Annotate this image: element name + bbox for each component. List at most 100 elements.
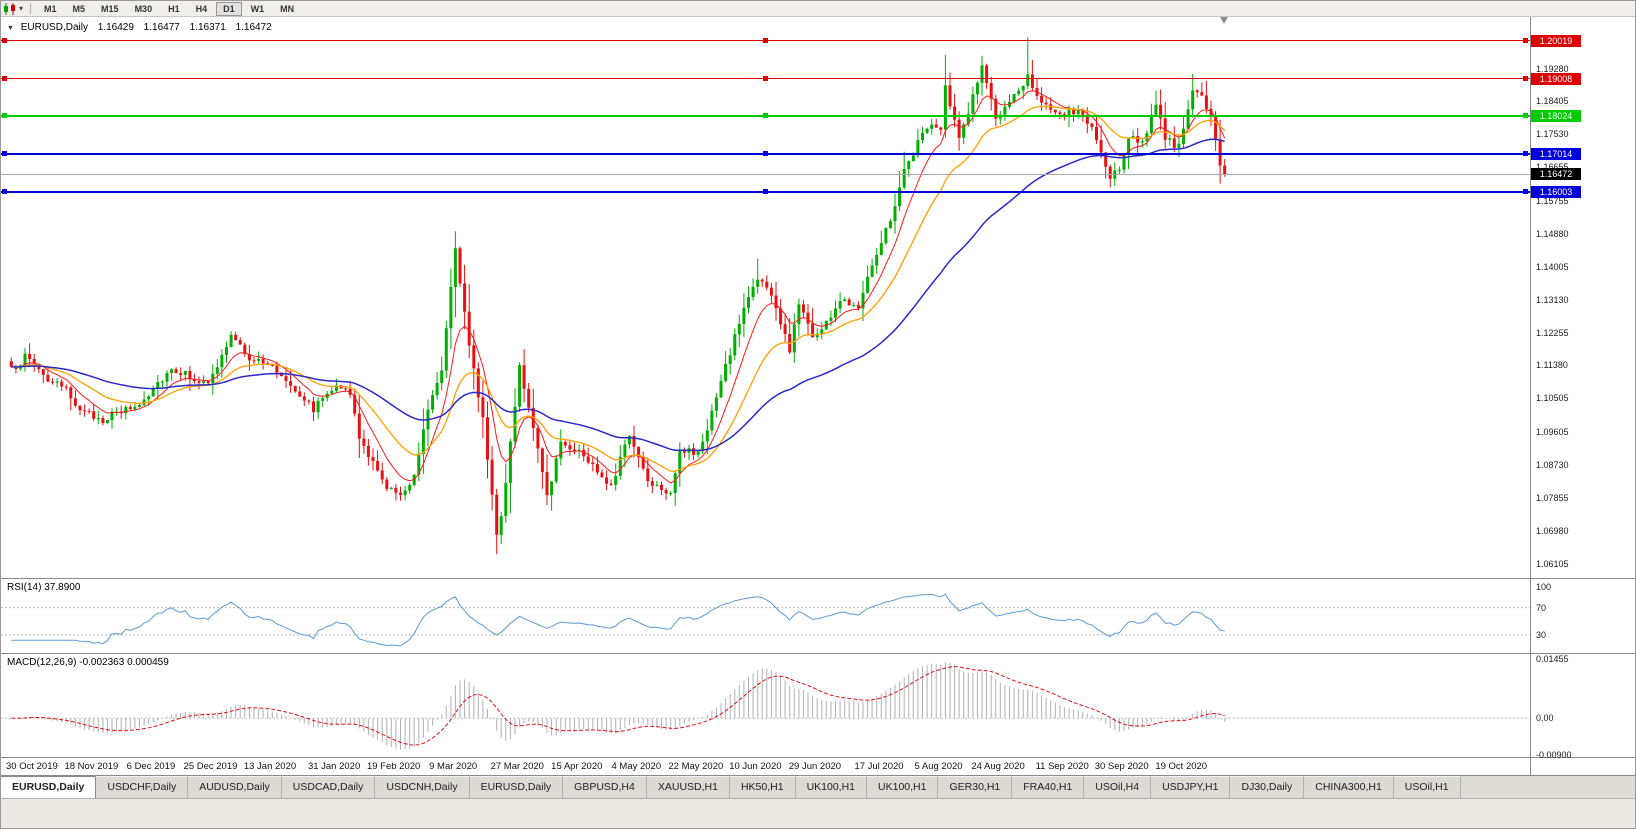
level-1-16003-handle[interactable] xyxy=(763,188,768,194)
rsi-indicator-panel[interactable]: RSI(14) 37.8900 xyxy=(1,579,1635,654)
price-axis[interactable]: 1.19280 1.18405 1.17530 1.16655 1.15755 1.148… xyxy=(1530,17,1635,776)
price-axis-label: 1.06980 xyxy=(1536,525,1569,536)
rsi-line xyxy=(11,593,1225,647)
price-axis-label: 1.09605 xyxy=(1536,427,1569,438)
macd-label: MACD(12,26,9) -0.002363 0.000459 xyxy=(7,657,169,668)
chart-shift-marker[interactable] xyxy=(1220,17,1228,24)
timeframes-toolbar: ▾ M1 M5 M15 M30 H1 H4 D1 W1 MN xyxy=(1,1,1635,17)
symbol-tab-16-china300-h1[interactable]: CHINA300,H1 xyxy=(1304,776,1394,798)
level-1-16003-handle[interactable] xyxy=(2,188,7,194)
macd-indicator-panel[interactable]: MACD(12,26,9) -0.002363 0.000459 xyxy=(1,654,1635,758)
symbol-ohlc-info: ▼ EURUSD,Daily 1.16429 1.16477 1.16371 1… xyxy=(7,22,279,33)
symbol-tab-5-eurusd-daily[interactable]: EURUSD,Daily xyxy=(469,776,564,798)
low-value: 1.16371 xyxy=(189,22,226,33)
rsi-chart xyxy=(1,593,1530,647)
timeframe-button-d1[interactable]: D1 xyxy=(216,1,242,16)
rsi-axis-label: 30 xyxy=(1536,629,1547,640)
symbol-tab-0-eurusd-daily[interactable]: EURUSD,Daily xyxy=(1,776,97,798)
date-axis-label-176: 29 Jun 2020 xyxy=(788,761,842,772)
date-axis-label-5: 30 Oct 2019 xyxy=(6,761,58,772)
price-axis-label: 1.14880 xyxy=(1536,228,1569,239)
level-1-19008-handle[interactable] xyxy=(763,75,768,81)
date-axis-label-203: 5 Aug 2020 xyxy=(914,761,963,772)
level-1-17014-handle[interactable] xyxy=(1523,150,1528,156)
price-axis-label: 1.15755 xyxy=(1536,196,1569,206)
symbol-tab-12-fra40-h1[interactable]: FRA40,H1 xyxy=(1012,776,1085,798)
macd-histogram xyxy=(15,662,1226,750)
symbol-tabbar: EURUSD,Daily USDCHF,Daily AUDUSD,Daily USDC… xyxy=(1,776,1635,799)
symbol-tab-2-audusd-daily[interactable]: AUDUSD,Daily xyxy=(188,776,282,798)
symbol-tab-4-usdcnh-daily[interactable]: USDCNH,Daily xyxy=(375,776,470,798)
symbol-tab-10-uk100-h1[interactable]: UK100,H1 xyxy=(867,776,939,798)
macd-axis-label: 0.01455 xyxy=(1536,654,1569,665)
level-1-18024-handle[interactable] xyxy=(763,112,768,118)
price-axis-label: 1.06105 xyxy=(1536,558,1569,569)
date-axis-label-84: 19 Feb 2020 xyxy=(366,761,421,772)
level-1-20019-handle[interactable] xyxy=(1523,37,1528,43)
close-value: 1.16472 xyxy=(235,22,272,33)
candles-group xyxy=(9,37,1227,555)
date-axis-label-137: 4 May 2020 xyxy=(611,761,662,772)
symbol-tab-6-gbpusd-h4[interactable]: GBPUSD,H4 xyxy=(563,776,647,798)
charts-toolbar-dropdown-icon[interactable]: ▾ xyxy=(19,4,24,13)
timeframe-button-h1[interactable]: H1 xyxy=(168,3,180,14)
date-axis[interactable]: 30 Oct 2019 18 Nov 2019 6 Dec 2019 25 Dec 2… xyxy=(1,758,1635,776)
price-axis-label: 1.12255 xyxy=(1536,327,1569,338)
rsi-label: RSI(14) 37.8900 xyxy=(7,582,81,593)
symbol-tab-9-uk100-h1[interactable]: UK100,H1 xyxy=(795,776,868,798)
symbol-tab-14-usdjpy-h1[interactable]: USDJPY,H1 xyxy=(1151,776,1231,798)
level-1-19008-handle[interactable] xyxy=(2,75,7,81)
price-chart-panel[interactable]: ▼ EURUSD,Daily 1.16429 1.16477 1.16371 1… xyxy=(1,17,1635,579)
level-1-17014-handle[interactable] xyxy=(763,150,768,156)
level-1-18024-handle[interactable] xyxy=(2,112,7,118)
symbol-tab-8-hk50-h1[interactable]: HK50,H1 xyxy=(729,776,796,798)
moving-average-8-line[interactable] xyxy=(11,90,1226,484)
timeframe-buttons-group: M1 M5 M15 M30 H1 H4 D1 W1 MN xyxy=(36,1,302,16)
timeframe-button-w1[interactable]: W1 xyxy=(250,3,265,14)
date-axis-label-163: 10 Jun 2020 xyxy=(729,761,782,772)
price-axis-label: 1.19280 xyxy=(1536,63,1569,74)
moving-average-20-line[interactable] xyxy=(11,105,1226,472)
charts-toolbar-icon[interactable] xyxy=(1,2,19,16)
moving-average-55-line[interactable] xyxy=(11,138,1225,452)
level-1-19008-handle[interactable] xyxy=(1523,75,1528,81)
price-axis-label: 1.13130 xyxy=(1536,294,1569,305)
symbol-tab-1-usdchf-daily[interactable]: USDCHF,Daily xyxy=(96,776,189,798)
symbol-tab-3-usdcad-daily[interactable]: USDCAD,Daily xyxy=(281,776,376,798)
symbol-tab-11-ger30-h1[interactable]: GER30,H1 xyxy=(938,776,1013,798)
symbol-tab-13-usoil-h4[interactable]: USOil,H4 xyxy=(1084,776,1152,798)
date-axis-label-57: 13 Jan 2020 xyxy=(243,761,297,772)
date-axis-label-111: 27 Mar 2020 xyxy=(490,761,544,772)
price-axis-label: 1.11380 xyxy=(1536,360,1568,371)
date-axis-label-124: 15 Apr 2020 xyxy=(551,761,603,772)
timeframe-button-m15[interactable]: M15 xyxy=(101,3,119,14)
date-axis-label-44: 25 Dec 2019 xyxy=(183,761,238,772)
macd-axis-label: 0.00 xyxy=(1536,713,1554,724)
timeframe-button-m30[interactable]: M30 xyxy=(134,3,153,14)
symbol-title: EURUSD,Daily xyxy=(20,22,88,33)
price-axis-label: 1.14005 xyxy=(1536,261,1569,272)
level-1-16003-handle[interactable] xyxy=(1523,188,1528,194)
timeframe-button-mn[interactable]: MN xyxy=(280,3,295,14)
date-axis-label-97: 9 Mar 2020 xyxy=(429,761,478,772)
symbol-info-collapse-icon[interactable]: ▼ xyxy=(7,25,14,32)
symbol-tab-15-dj30-daily[interactable]: DJ30,Daily xyxy=(1230,776,1305,798)
timeframe-button-m1[interactable]: M1 xyxy=(44,3,57,14)
level-1-18024-handle[interactable] xyxy=(1523,112,1528,118)
timeframe-button-m5[interactable]: M5 xyxy=(72,3,86,14)
level-1-20019-handle[interactable] xyxy=(2,37,7,43)
price-axis-label: 1.07855 xyxy=(1536,492,1569,503)
macd-signal-line xyxy=(11,666,1225,746)
date-axis-label-190: 17 Jul 2020 xyxy=(854,761,904,772)
level-1-17014-handle[interactable] xyxy=(2,150,7,156)
timeframe-button-h4[interactable]: H4 xyxy=(195,3,208,14)
candlestick-chart[interactable] xyxy=(1,17,1530,579)
price-axis-label: 1.10505 xyxy=(1536,393,1569,404)
date-axis-label-150: 22 May 2020 xyxy=(668,761,724,772)
symbol-tab-17-usoil-h1[interactable]: USOil,H1 xyxy=(1393,776,1461,798)
level-1-20019-handle[interactable] xyxy=(763,37,768,43)
status-strip xyxy=(1,799,1635,828)
symbol-tab-7-xauusd-h1[interactable]: XAUUSD,H1 xyxy=(646,776,730,798)
date-axis-label-71: 31 Jan 2020 xyxy=(307,761,361,772)
date-axis-label-216: 24 Aug 2020 xyxy=(971,761,1025,772)
